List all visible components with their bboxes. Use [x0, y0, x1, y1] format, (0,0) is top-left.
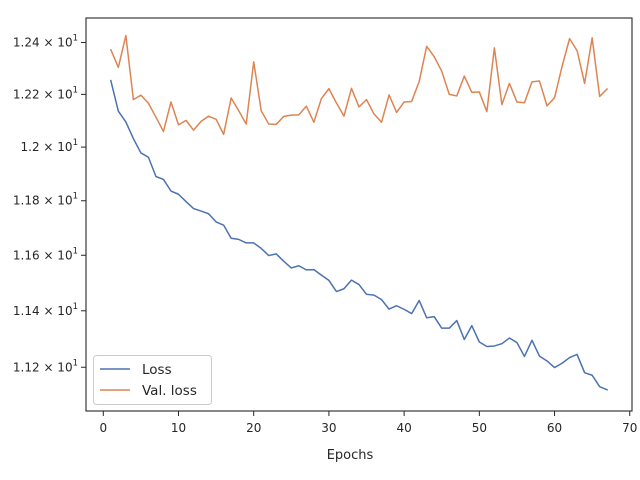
legend-box: [93, 355, 212, 405]
legend-label-val-loss: Val. loss: [142, 383, 197, 399]
x-tick-label: 40: [396, 421, 411, 435]
legend-label-loss: Loss: [142, 362, 172, 378]
x-tick-label: 10: [171, 421, 186, 435]
y-tick-label: 1.14 × 101: [13, 302, 78, 318]
y-tick-label: 1.2 × 101: [21, 138, 78, 154]
x-tick-label: 60: [547, 421, 562, 435]
x-tick-label: 50: [472, 421, 487, 435]
x-tick-label: 20: [246, 421, 261, 435]
y-tick-label: 1.16 × 101: [13, 246, 78, 262]
y-axis: 1.12 × 101 1.14 × 101 1.16 × 101 1.18 × 101…: [13, 33, 86, 374]
x-tick-label: 70: [622, 421, 637, 435]
x-axis: 0 10 20 30 40 50 60 70: [99, 411, 637, 435]
series-line-loss: [110, 79, 608, 391]
series-line-val-loss: [110, 34, 608, 136]
y-tick-label: 1.22 × 101: [13, 85, 78, 101]
plot-frame: [85, 17, 633, 412]
y-tick-label: 1.12 × 101: [13, 358, 78, 374]
x-axis-label: Epochs: [327, 448, 374, 463]
series-layer: [110, 34, 608, 391]
y-tick-label: 1.18 × 101: [13, 192, 78, 208]
x-tick-label: 0: [99, 421, 107, 435]
x-tick-label: 30: [321, 421, 336, 435]
legend: Loss Val. loss: [93, 355, 212, 405]
y-tick-label: 1.24 × 101: [13, 33, 78, 49]
